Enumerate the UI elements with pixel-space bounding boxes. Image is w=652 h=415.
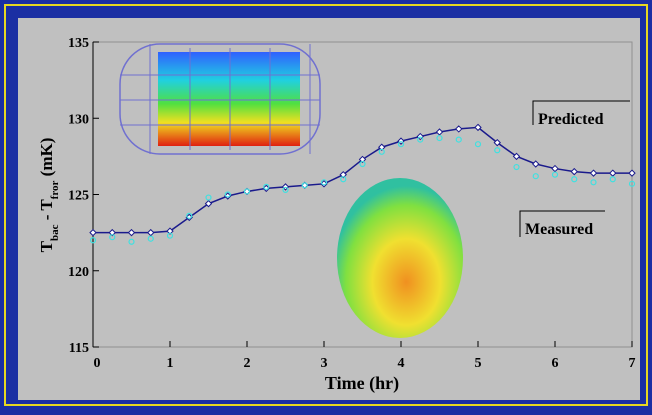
- point-marker: [628, 169, 636, 177]
- point-marker: [109, 234, 116, 241]
- x-tick-label: 5: [475, 356, 482, 371]
- point-marker: [147, 235, 154, 242]
- point-marker: [89, 228, 97, 237]
- x-tick-label: 2: [244, 356, 251, 371]
- y-tick-label: 130: [68, 112, 89, 127]
- point-marker: [609, 176, 616, 183]
- point-marker: [532, 173, 539, 180]
- point-marker: [551, 164, 559, 173]
- point-marker: [127, 228, 136, 237]
- sphere-illustration: [337, 178, 463, 338]
- point-marker: [609, 169, 617, 177]
- point-marker: [571, 176, 578, 183]
- point-marker: [570, 167, 578, 176]
- point-marker: [282, 186, 289, 194]
- point-marker: [166, 227, 174, 235]
- point-marker: [589, 169, 598, 177]
- x-tick-label: 4: [398, 356, 405, 371]
- tank-illustration: [119, 43, 321, 155]
- point-marker: [436, 134, 443, 142]
- point-marker: [204, 199, 213, 208]
- point-marker: [224, 191, 231, 198]
- x-tick-label: 7: [629, 356, 636, 371]
- point-marker: [147, 228, 155, 237]
- legend-label: Predicted: [538, 111, 604, 128]
- point-marker: [243, 188, 251, 195]
- y-axis-label-part: T: [37, 240, 56, 252]
- point-marker: [532, 160, 540, 168]
- point-marker: [378, 143, 386, 151]
- point-marker: [417, 136, 424, 143]
- y-tick-label: 120: [68, 265, 89, 280]
- x-tick-label: 6: [552, 356, 559, 371]
- point-marker: [590, 179, 597, 186]
- point-marker: [474, 123, 482, 132]
- panel: [18, 18, 640, 400]
- y-tick-label: 125: [68, 189, 89, 204]
- point-marker: [494, 147, 501, 154]
- point-marker: [493, 138, 501, 147]
- point-marker: [359, 160, 366, 168]
- y-axis-label-part: bac: [49, 224, 61, 241]
- y-axis-label-part: - T: [37, 199, 56, 225]
- legend-bracket: [532, 100, 630, 125]
- point-marker: [455, 136, 462, 143]
- point-marker: [358, 155, 367, 164]
- y-axis-label: Tbac - Tfror (mK): [37, 138, 61, 253]
- point-marker: [628, 180, 636, 187]
- point-marker: [186, 212, 193, 219]
- legend-label: Measured: [525, 221, 593, 238]
- point-marker: [378, 148, 385, 155]
- point-marker: [128, 238, 135, 245]
- x-axis-label: Time (hr): [325, 373, 399, 394]
- point-marker: [474, 141, 482, 148]
- point-marker: [551, 171, 559, 178]
- point-marker: [263, 183, 270, 190]
- y-tick-label: 115: [69, 341, 89, 356]
- point-marker: [89, 237, 97, 244]
- x-tick-label: 1: [167, 356, 174, 371]
- y-axis-label-part: fror: [49, 180, 61, 199]
- x-tick-label: 3: [321, 356, 328, 371]
- point-marker: [512, 152, 521, 161]
- point-marker: [340, 176, 347, 183]
- point-marker: [205, 194, 212, 201]
- point-marker: [513, 163, 520, 171]
- point-marker: [397, 141, 405, 148]
- y-axis-label-part: (mK): [37, 138, 56, 181]
- point-marker: [320, 179, 328, 186]
- point-marker: [166, 232, 174, 239]
- point-marker: [339, 170, 347, 179]
- slide-border: [4, 4, 648, 406]
- point-marker: [455, 125, 463, 133]
- x-tick-label: 0: [94, 356, 101, 371]
- point-marker: [301, 182, 308, 189]
- y-tick-label: 135: [68, 36, 89, 51]
- point-marker: [108, 228, 116, 237]
- legend-bracket: [519, 210, 605, 237]
